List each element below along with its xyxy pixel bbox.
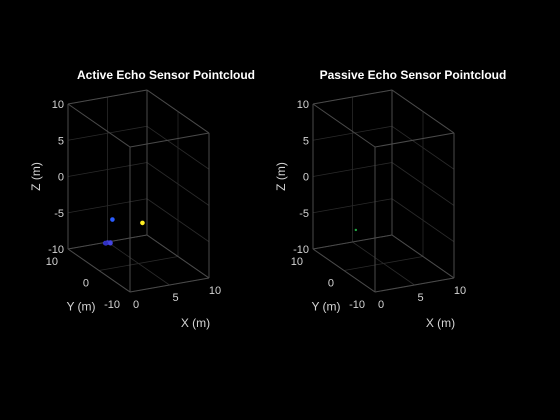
z-tick-label: 10 (297, 99, 309, 111)
z-tick-label: -10 (293, 244, 309, 256)
z-tick-label: 10 (52, 99, 64, 111)
z-tick-label: 0 (303, 172, 309, 184)
y-tick-label: 0 (83, 278, 89, 290)
x-tick-label: 10 (209, 285, 221, 297)
grid (67, 89, 210, 293)
data-point (110, 217, 115, 222)
x-axis-label: X (m) (181, 316, 210, 330)
x-axis-label: X (m) (426, 316, 455, 330)
plot-title: Active Echo Sensor Pointcloud (77, 68, 255, 82)
y-tick-label: 10 (46, 256, 58, 268)
z-tick-label: 0 (58, 172, 64, 184)
y-axis-label: Y (m) (66, 300, 95, 314)
z-axis-label: Z (m) (274, 162, 288, 191)
data-point (354, 228, 358, 232)
x-tick-label: 0 (378, 299, 384, 311)
data-point (103, 241, 109, 246)
point-series (102, 217, 145, 246)
y-tick-label: 10 (291, 256, 303, 268)
data-point (108, 240, 113, 246)
z-tick-label: -5 (54, 208, 64, 220)
y-axis-label: Y (m) (311, 300, 340, 314)
grid (312, 89, 455, 293)
x-tick-label: 10 (454, 285, 466, 297)
z-axis-label: Z (m) (29, 162, 43, 191)
y-tick-label: -10 (349, 299, 365, 311)
y-tick-label: 0 (328, 278, 334, 290)
x-tick-label: 5 (172, 292, 178, 304)
x-tick-label: 0 (133, 299, 139, 311)
z-tick-label: 5 (303, 135, 309, 147)
z-tick-label: 5 (58, 135, 64, 147)
data-point (140, 220, 145, 226)
plot-title: Passive Echo Sensor Pointcloud (320, 68, 507, 82)
axes-box (312, 89, 455, 293)
z-tick-label: -10 (48, 244, 64, 256)
point-series (354, 228, 358, 232)
x-tick-label: 5 (417, 292, 423, 304)
z-tick-label: -5 (299, 208, 309, 220)
y-tick-label: -10 (104, 299, 120, 311)
